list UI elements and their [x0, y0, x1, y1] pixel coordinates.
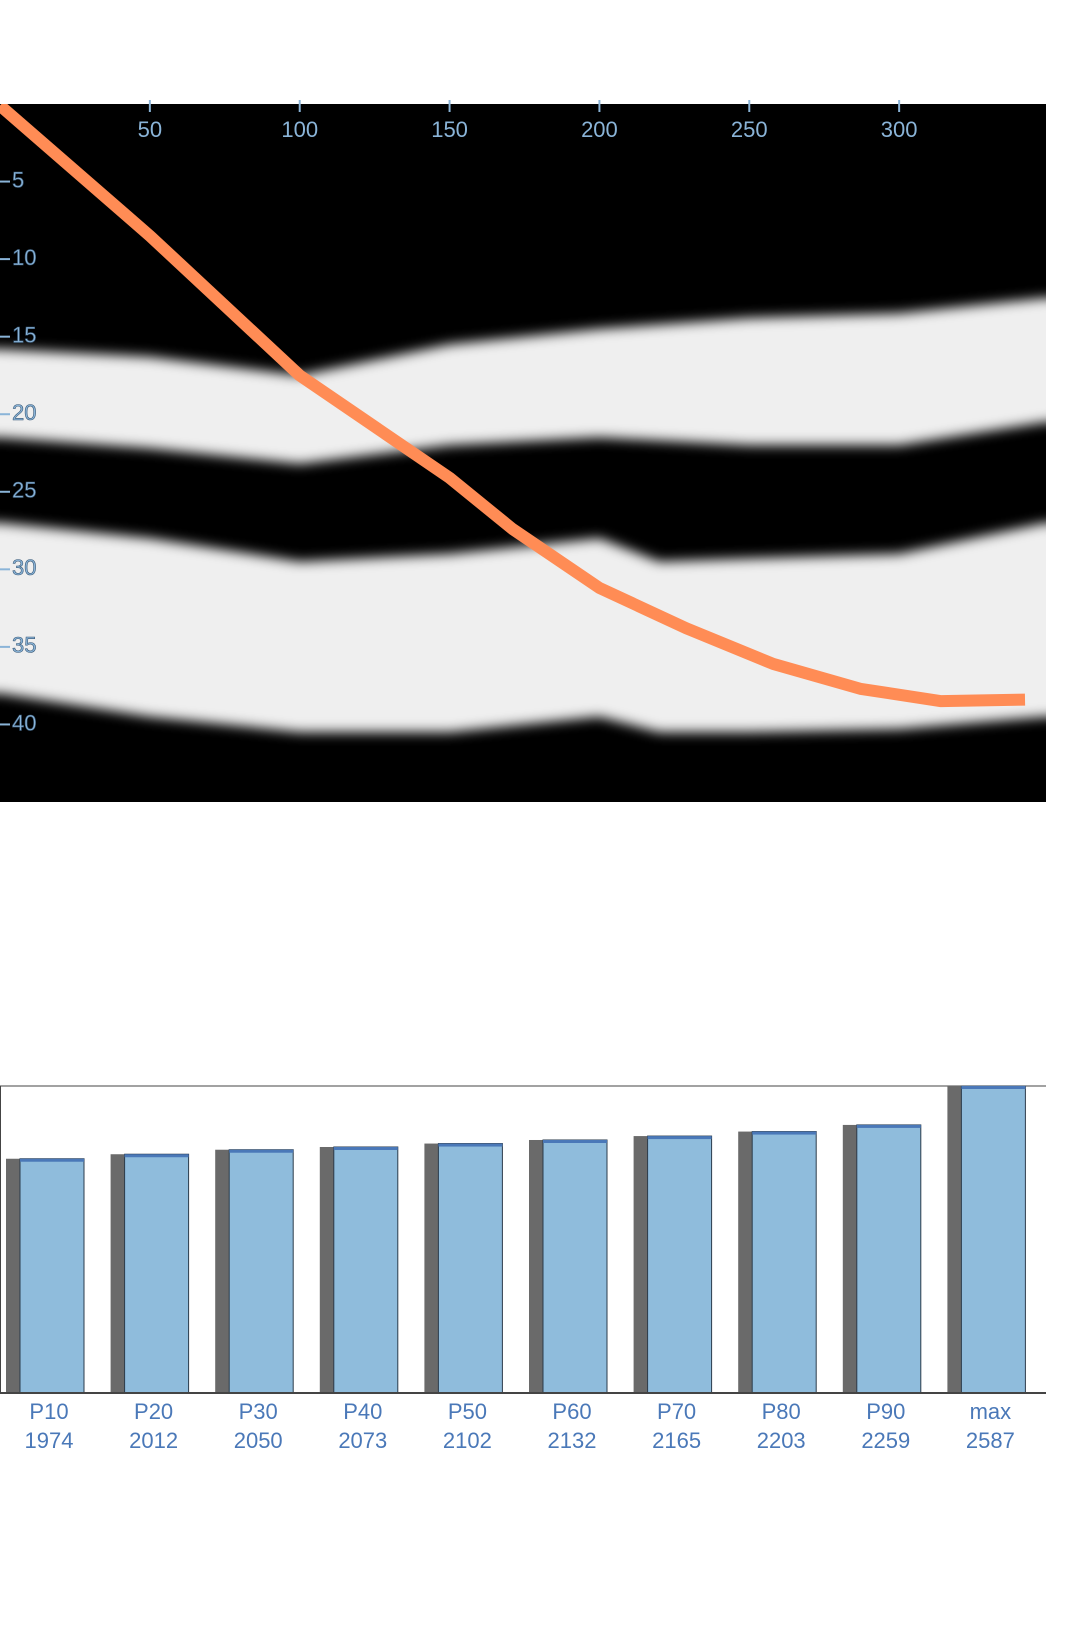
- value-label: 2012: [129, 1428, 178, 1453]
- value-label: 2587: [966, 1428, 1015, 1453]
- density-band: [0, 297, 1046, 464]
- x-tick-label: P80: [762, 1399, 801, 1424]
- bar: [647, 1135, 713, 1394]
- value-label: 2132: [548, 1428, 597, 1453]
- x-tick-label: P60: [552, 1399, 591, 1424]
- y-tick-label: 10: [12, 245, 36, 270]
- bar-shadow: [633, 1136, 650, 1393]
- x-tick-label: 300: [881, 117, 918, 142]
- bar-shadow: [842, 1124, 859, 1393]
- bar-shadow: [6, 1158, 22, 1393]
- bar-shadow: [529, 1139, 545, 1393]
- bar: [751, 1131, 817, 1394]
- x-tick-label: 100: [281, 117, 318, 142]
- y-tick-label: 5: [12, 167, 24, 192]
- value-label: 2203: [757, 1428, 806, 1453]
- x-tick-label: 150: [431, 117, 468, 142]
- bar: [228, 1149, 294, 1394]
- bar-shadow: [738, 1131, 755, 1393]
- bar-shadow: [215, 1149, 232, 1393]
- plot-layer: [0, 104, 1046, 733]
- bar: [856, 1124, 922, 1394]
- bar: [333, 1146, 399, 1394]
- bar: [542, 1139, 608, 1394]
- bar-cap: [752, 1131, 817, 1135]
- value-label: 2073: [338, 1428, 387, 1453]
- bar-cap: [438, 1143, 503, 1147]
- x-tick-label: P50: [448, 1399, 487, 1424]
- bar-cap: [856, 1124, 921, 1128]
- bar-cap: [20, 1158, 84, 1162]
- y-tick-label: 20: [12, 400, 36, 425]
- bar-shadow: [947, 1086, 964, 1393]
- y-tick-label: 40: [12, 710, 36, 735]
- bar-cap: [961, 1086, 1026, 1089]
- x-tick-label: P20: [134, 1399, 173, 1424]
- value-label: 2165: [652, 1428, 701, 1453]
- x-tick-label: P10: [29, 1399, 68, 1424]
- bar: [960, 1085, 1026, 1394]
- y-tick-label: 15: [12, 322, 36, 347]
- x-tick-label: P90: [866, 1399, 905, 1424]
- x-tick-label: 250: [731, 117, 768, 142]
- bar-cap: [333, 1146, 398, 1150]
- y-tick-label: 25: [12, 478, 36, 503]
- value-label: 2259: [861, 1428, 910, 1453]
- y-tick-label: 35: [12, 633, 36, 658]
- bar-cap: [229, 1149, 294, 1153]
- density-band: [0, 522, 1046, 733]
- bar: [437, 1143, 503, 1394]
- bar-cap: [124, 1154, 189, 1158]
- value-label: 2102: [443, 1428, 492, 1453]
- bar-cap: [543, 1139, 607, 1143]
- x-tick-label: 50: [138, 117, 162, 142]
- bar-shadow: [319, 1146, 336, 1393]
- x-tick-label: 200: [581, 117, 618, 142]
- bar-shadow: [424, 1143, 441, 1393]
- bar: [124, 1153, 190, 1394]
- x-tick-label: max: [970, 1399, 1012, 1424]
- x-tick-label: P40: [343, 1399, 382, 1424]
- bar: [19, 1158, 85, 1394]
- value-label: 1974: [25, 1428, 74, 1453]
- bar-shadow: [110, 1154, 127, 1393]
- value-label: 2050: [234, 1428, 283, 1453]
- x-tick-label: P30: [239, 1399, 278, 1424]
- x-tick-label: P70: [657, 1399, 696, 1424]
- trend-line: [0, 104, 1026, 708]
- bar-cap: [647, 1136, 712, 1140]
- y-tick-label: 30: [12, 555, 36, 580]
